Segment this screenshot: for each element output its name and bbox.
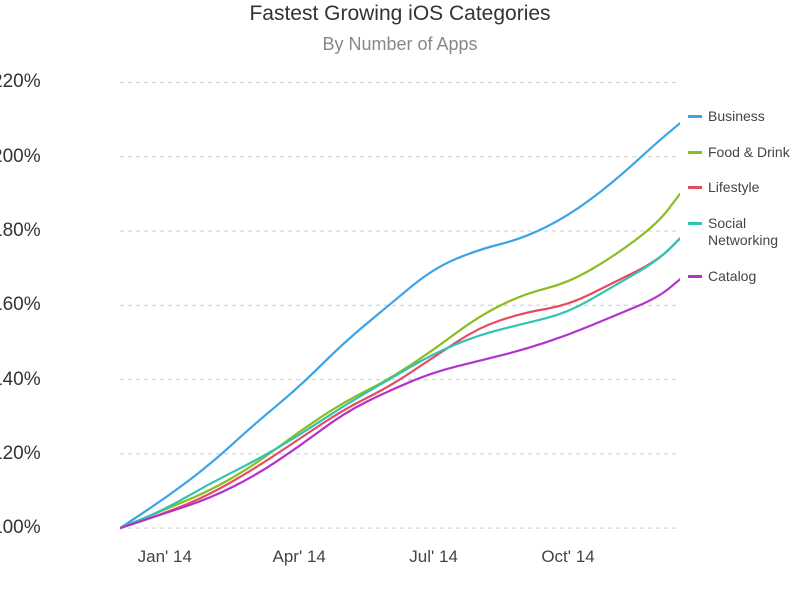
- chart-title: Fastest Growing iOS Categories: [0, 2, 800, 26]
- x-tick-label: Apr' 14: [273, 547, 326, 567]
- series-line: [120, 194, 680, 528]
- legend-label: Social Networking: [708, 215, 798, 250]
- x-tick-label: Jul' 14: [409, 547, 458, 567]
- legend-item[interactable]: Food & Drink: [688, 144, 798, 162]
- legend-item[interactable]: Social Networking: [688, 215, 798, 250]
- y-tick-label: 200%: [0, 146, 112, 168]
- legend-item[interactable]: Business: [688, 108, 798, 126]
- legend-item[interactable]: Catalog: [688, 268, 798, 286]
- y-tick-label: 100%: [0, 517, 112, 539]
- x-tick-label: Jan' 14: [138, 547, 192, 567]
- series-line: [120, 279, 680, 528]
- series-line: [120, 238, 680, 528]
- legend-swatch: [688, 275, 702, 278]
- line-chart-plot: [120, 75, 680, 543]
- y-tick-label: 120%: [0, 443, 112, 465]
- legend-swatch: [688, 222, 702, 225]
- chart-container: Fastest Growing iOS Categories By Number…: [0, 0, 800, 600]
- legend-swatch: [688, 186, 702, 189]
- chart-legend: Business Food & Drink Lifestyle Social Netw…: [688, 108, 798, 303]
- legend-label: Business: [708, 108, 765, 126]
- series-line: [120, 123, 680, 528]
- legend-label: Food & Drink: [708, 144, 790, 162]
- legend-item[interactable]: Lifestyle: [688, 179, 798, 197]
- series-line: [120, 238, 680, 528]
- legend-swatch: [688, 151, 702, 154]
- y-tick-label: 140%: [0, 369, 112, 391]
- y-tick-label: 160%: [0, 294, 112, 316]
- legend-swatch: [688, 115, 702, 118]
- chart-subtitle: By Number of Apps: [0, 34, 800, 55]
- y-tick-label: 220%: [0, 71, 112, 93]
- y-axis-labels: 100% 120% 140% 160% 180% 200% 220%: [0, 0, 120, 543]
- y-tick-label: 180%: [0, 220, 112, 242]
- x-tick-label: Oct' 14: [541, 547, 594, 567]
- legend-label: Catalog: [708, 268, 756, 286]
- legend-label: Lifestyle: [708, 179, 759, 197]
